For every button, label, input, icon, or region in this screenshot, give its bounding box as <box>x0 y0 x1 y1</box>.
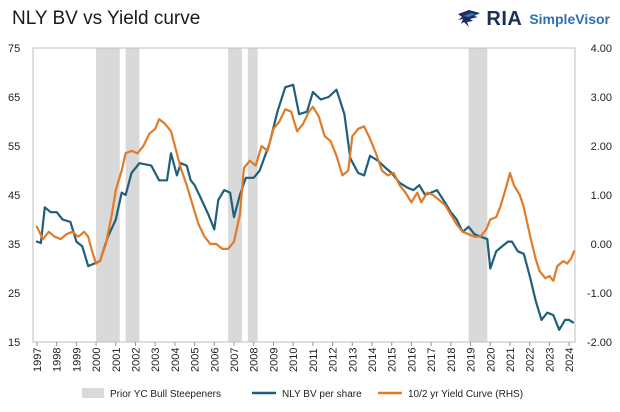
left-tick-label: 65 <box>8 92 20 104</box>
series-line-yield-curve <box>35 105 576 282</box>
x-tick-label: 2019 <box>466 348 478 372</box>
right-tick-label: 4.00 <box>591 43 612 55</box>
shaded-period-5 <box>468 48 488 342</box>
ria-simplevisor-logo: RIA SimpleVisor <box>456 6 610 32</box>
eagle-icon <box>458 10 481 27</box>
x-tick-label: 2013 <box>347 348 359 372</box>
left-tick-label: 15 <box>8 337 20 349</box>
x-tick-label: 2020 <box>485 348 497 372</box>
shaded-period-3 <box>228 48 242 342</box>
x-tick-label: 2017 <box>426 348 438 372</box>
right-tick-label: 1.00 <box>591 190 612 202</box>
x-tick-label: 2007 <box>229 348 241 372</box>
series-line-nly-bv <box>35 83 575 331</box>
chart-title: NLY BV vs Yield curve <box>12 8 201 29</box>
right-axis-ticks: -2.00 -1.00 0.00 1.00 2.00 3.00 4.00 <box>587 43 612 349</box>
left-tick-label: 55 <box>8 141 20 153</box>
x-tick-label: 2023 <box>544 348 556 372</box>
x-tick-label: 2010 <box>288 348 300 372</box>
logo-brand-text: RIA <box>486 7 523 30</box>
x-tick-label: 1998 <box>52 348 64 372</box>
right-tick-label: -2.00 <box>587 337 612 349</box>
x-tick-label: 2015 <box>387 348 399 372</box>
shaded-period-2 <box>125 48 140 342</box>
shaded-period-4 <box>247 48 258 342</box>
right-tick-label: 0.00 <box>591 239 612 251</box>
logo-product-text: SimpleVisor <box>529 11 610 27</box>
x-tick-label: 2009 <box>268 348 280 372</box>
x-tick-label: 2021 <box>505 348 517 372</box>
shaded-periods <box>96 48 488 342</box>
legend-label-series-1: NLY BV per share <box>282 389 362 400</box>
plot-area-frame <box>32 47 576 343</box>
x-tick-label: 2004 <box>170 348 182 372</box>
left-tick-label: 25 <box>8 288 20 300</box>
left-axis-ticks: 15 25 35 45 55 65 75 <box>8 43 20 349</box>
x-tick-label: 2003 <box>150 348 162 372</box>
series-lines <box>35 83 576 331</box>
x-tick-label: 2005 <box>190 348 202 372</box>
left-tick-label: 75 <box>8 43 20 55</box>
x-tick-label: 2018 <box>446 348 458 372</box>
legend-label-shaded: Prior YC Bull Steepeners <box>110 389 221 400</box>
right-tick-label: -1.00 <box>587 288 612 300</box>
x-tick-label: 2024 <box>564 348 576 372</box>
x-tick-label: 2002 <box>130 348 142 372</box>
x-tick-label: 1997 <box>32 348 44 372</box>
right-tick-label: 2.00 <box>591 141 612 153</box>
x-tick-label: 2014 <box>367 348 379 372</box>
x-tick-label: 2000 <box>91 348 103 372</box>
legend: Prior YC Bull Steepeners NLY BV per share… <box>82 388 523 400</box>
x-tick-label: 2012 <box>328 348 340 372</box>
legend-swatch-shaded <box>82 388 104 398</box>
right-tick-label: 3.00 <box>591 92 612 104</box>
x-tick-label: 2016 <box>406 348 418 372</box>
x-tick-label: 2022 <box>525 348 537 372</box>
x-tick-label: 2008 <box>249 348 261 372</box>
x-tick-label: 2011 <box>308 348 320 372</box>
x-tick-label: 1999 <box>71 348 83 372</box>
shaded-period-1 <box>96 48 120 342</box>
left-tick-label: 45 <box>8 190 20 202</box>
left-tick-label: 35 <box>8 239 20 251</box>
x-tick-label: 2001 <box>111 348 123 372</box>
legend-label-series-2: 10/2 yr Yield Curve (RHS) <box>408 389 523 400</box>
x-tick-label: 2006 <box>209 348 221 372</box>
x-axis-ticks: 1997 1998 1999 2000 2001 2002 2003 2004 2005 2006… <box>32 342 576 372</box>
